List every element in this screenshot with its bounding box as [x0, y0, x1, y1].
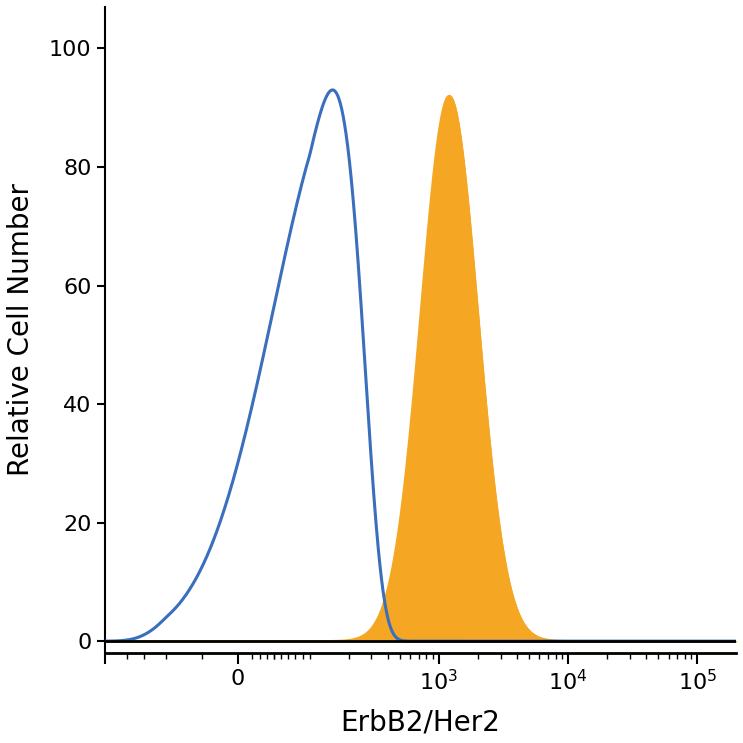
X-axis label: ErbB2/Her2: ErbB2/Her2 — [340, 708, 500, 736]
Y-axis label: Relative Cell Number: Relative Cell Number — [7, 184, 35, 476]
